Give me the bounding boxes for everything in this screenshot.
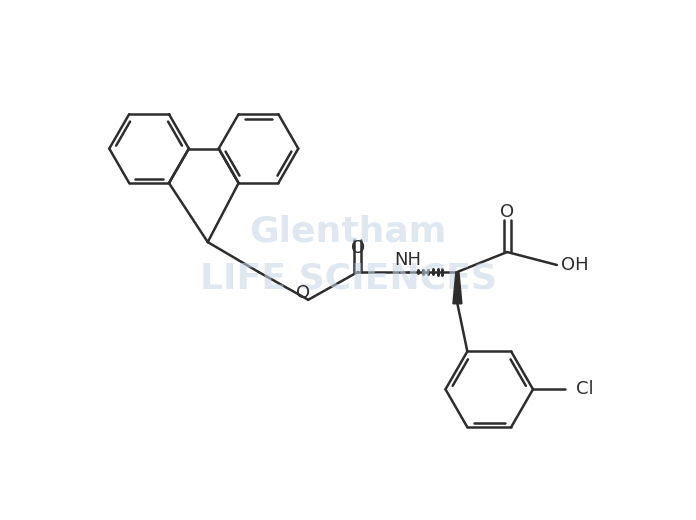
Text: OH: OH — [561, 256, 589, 274]
Text: NH: NH — [394, 251, 421, 269]
Text: O: O — [296, 284, 310, 302]
Text: Cl: Cl — [576, 380, 594, 398]
Polygon shape — [453, 272, 462, 304]
Text: O: O — [500, 203, 514, 221]
Text: O: O — [351, 239, 365, 257]
Text: Glentham
LIFE SCIENCES: Glentham LIFE SCIENCES — [200, 214, 496, 296]
